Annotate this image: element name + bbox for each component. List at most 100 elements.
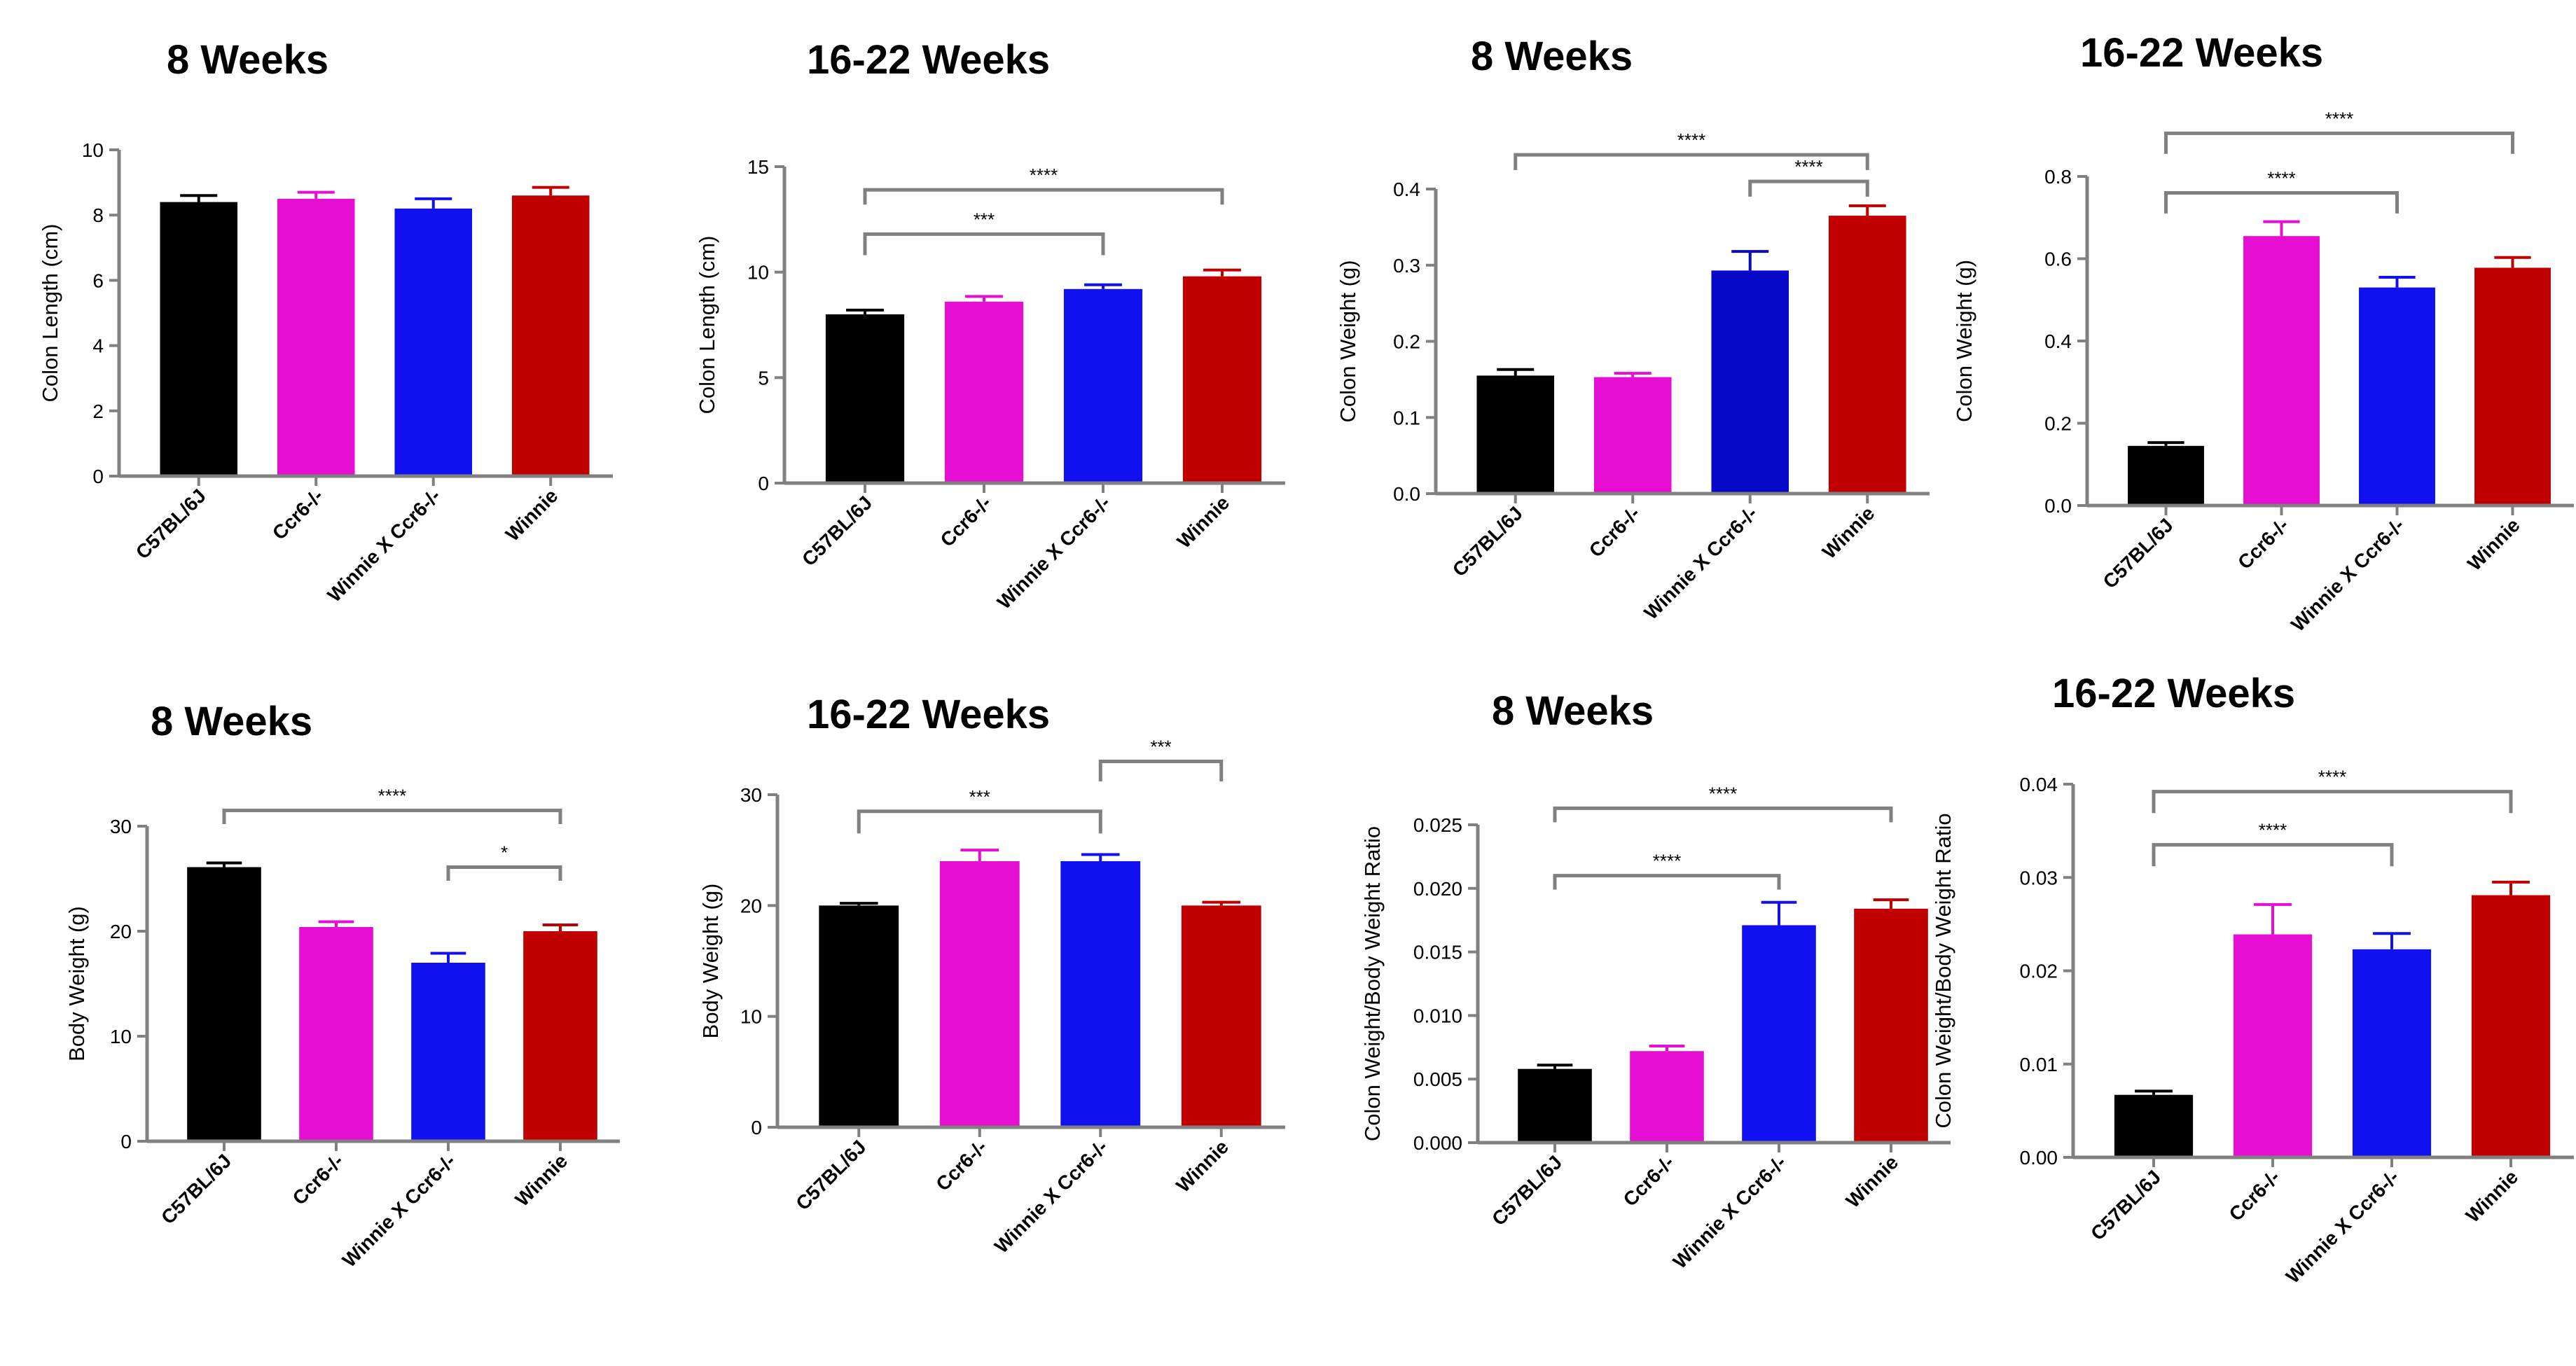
y-tick-label: 0 [751,1117,762,1138]
significance-label: *** [1150,737,1171,758]
bar [2471,895,2551,1157]
bar [825,314,905,483]
y-tick-label: 0.6 [2044,249,2072,270]
bar [1518,1068,1592,1143]
y-axis-label: Colon Length (cm) [38,223,62,402]
significance-label: **** [2325,108,2353,129]
y-tick-label: 5 [758,367,769,389]
y-tick-label: 0.0 [1393,483,1420,505]
significance-label: **** [1653,851,1681,872]
y-tick-label: 0.000 [1413,1132,1462,1154]
bar [2114,1094,2194,1157]
y-tick-label: 4 [92,335,104,357]
y-tick-label: 30 [740,784,762,806]
y-tick-label: 8 [92,204,104,226]
significance-label: *** [974,209,995,230]
y-tick-label: 0.02 [2020,961,2058,982]
significance-label: **** [1794,156,1822,177]
bar [1711,270,1789,494]
chart-title: 16-22 Weeks [807,37,1050,83]
y-tick-label: 0.4 [2044,330,2072,352]
y-tick-label: 0.00 [2020,1147,2058,1169]
bar [1593,377,1672,494]
y-tick-label: 0.2 [2044,413,2072,435]
bar [511,195,590,476]
significance-label: **** [1677,130,1705,151]
y-tick-label: 0.025 [1413,814,1462,836]
y-tick-label: 0.020 [1413,878,1462,900]
significance-bracket [2164,191,2399,214]
significance-bracket [1553,806,1893,823]
y-tick-label: 20 [740,895,762,917]
bar [1181,905,1261,1127]
significance-bracket [1748,179,1869,197]
y-axis-label: Colon Length (cm) [695,235,719,414]
chart-title: 16-22 Weeks [2080,30,2323,76]
bar [1063,288,1143,483]
chart-title: 8 Weeks [1492,688,1654,734]
bar [2243,236,2320,506]
y-tick-label: 10 [110,1026,132,1047]
bar [1476,375,1555,494]
chart-title: 8 Weeks [1471,34,1633,79]
bar [1742,925,1816,1143]
y-tick-label: 0 [92,466,104,487]
y-axis-label: Colon Weight (g) [1952,260,1976,422]
significance-label: **** [2318,767,2346,788]
y-tick-label: 15 [747,156,769,178]
y-tick-label: 0.010 [1413,1005,1462,1026]
significance-bracket [222,809,562,824]
bar [819,905,899,1127]
bar [2359,287,2435,506]
y-axis-label: Colon Weight (g) [1336,260,1360,422]
bar [1854,908,1928,1143]
bar [523,931,597,1141]
significance-label: *** [969,786,990,807]
y-tick-label: 6 [92,270,104,291]
bar [2474,267,2551,506]
y-tick-label: 0.3 [1393,255,1420,277]
significance-bracket [2152,843,2394,867]
y-tick-label: 0.2 [1393,331,1420,353]
bar [394,208,473,476]
significance-label: **** [2259,820,2287,841]
bar [939,861,1020,1127]
bar [2233,934,2313,1157]
significance-bracket [863,232,1105,256]
significance-bracket [446,865,562,881]
bar [2352,949,2432,1157]
y-tick-label: 10 [740,1006,762,1028]
bar [944,301,1024,483]
significance-bracket [1514,153,1869,170]
y-tick-label: 2 [92,400,104,422]
significance-label: **** [378,786,406,807]
bar [1630,1051,1704,1143]
y-tick-label: 10 [82,139,104,161]
chart-panel-7: 8 Weeks Colon Weight/Body Weight Ratio 0.0… [1360,688,1951,1273]
significance-bracket [857,809,1102,834]
chart-title: 8 Weeks [167,37,328,83]
y-tick-label: 0.03 [2020,867,2058,888]
chart-title: 8 Weeks [151,699,312,744]
y-tick-label: 0.015 [1413,942,1462,963]
significance-bracket [2164,131,2514,154]
bar [2128,445,2204,506]
y-tick-label: 0.4 [1393,179,1420,200]
y-tick-label: 30 [110,816,132,837]
bar [187,867,261,1141]
y-tick-label: 0 [120,1131,132,1152]
bar [160,202,238,476]
y-axis-label: Colon Weight/Body Weight Ratio [1931,813,1955,1128]
significance-bracket [1553,874,1781,890]
significance-label: * [501,842,508,863]
y-tick-label: 0.8 [2044,166,2072,188]
y-tick-label: 0.005 [1413,1068,1462,1090]
y-tick-label: 0.04 [2020,774,2058,795]
bar [1060,861,1141,1127]
significance-label: **** [1030,165,1058,186]
significance-label: **** [1709,783,1737,804]
y-tick-label: 0.1 [1393,407,1420,428]
y-tick-label: 20 [110,921,132,942]
